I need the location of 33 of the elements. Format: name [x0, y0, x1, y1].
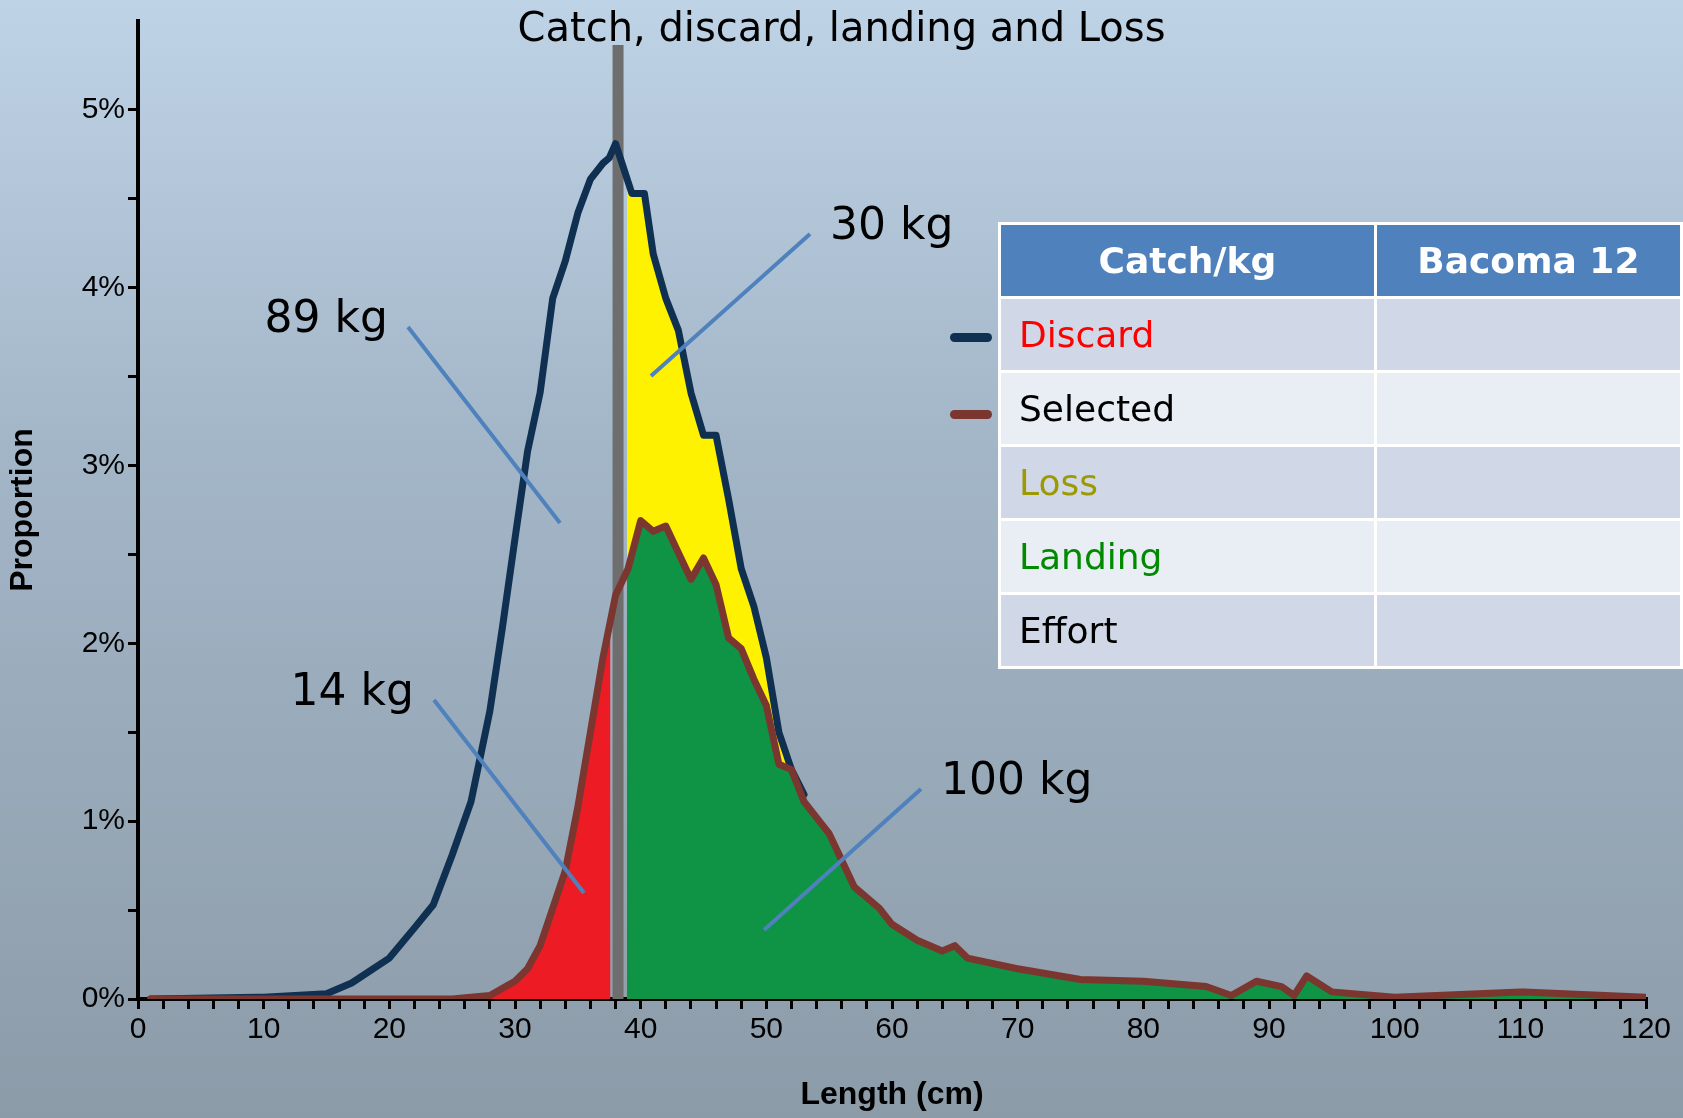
- x-tick-label: 60: [875, 1011, 909, 1045]
- y-tick-label: 0%: [81, 980, 125, 1014]
- x-tick-label: 90: [1252, 1011, 1286, 1045]
- annotation: Catch/kg: [999, 223, 1376, 298]
- annotation: Bacoma 12: [1375, 223, 1682, 298]
- annotation: 30 kg: [830, 198, 954, 250]
- annotation: Discard: [999, 297, 1376, 372]
- x-tick-label: 20: [372, 1011, 407, 1045]
- annotation: 89 kg: [264, 291, 388, 343]
- x-axis-title: Length (cm): [800, 1074, 984, 1111]
- x-tick-label: 120: [1620, 1011, 1672, 1045]
- y-tick-label: 1%: [81, 802, 125, 836]
- annotation: Landing: [999, 519, 1376, 594]
- y-tick-label: 5%: [81, 91, 125, 125]
- x-tick-label: 40: [623, 1011, 658, 1045]
- annotation: Loss: [999, 445, 1376, 520]
- chart-title: Catch, discard, landing and Loss: [516, 4, 1167, 50]
- y-tick-label: 2%: [81, 624, 125, 658]
- y-axis-title: Proportion: [3, 428, 40, 592]
- x-tick-label: 30: [498, 1011, 532, 1045]
- x-tick-label: 10: [246, 1011, 281, 1045]
- x-tick-label: 110: [1496, 1011, 1545, 1045]
- annotation: Effort: [999, 593, 1376, 668]
- y-tick-label: 3%: [81, 446, 125, 480]
- y-tick-label: 4%: [81, 268, 125, 302]
- x-tick-label: 100: [1369, 1011, 1420, 1045]
- x-tick-label: 80: [1126, 1011, 1161, 1045]
- x-tick-label: 50: [749, 1011, 784, 1045]
- annotation: 100 kg: [941, 753, 1093, 805]
- x-tick-label: 0: [129, 1011, 147, 1045]
- annotation: 14 kg: [290, 664, 414, 716]
- annotation: Selected: [999, 371, 1376, 446]
- x-tick-label: 70: [1000, 1011, 1035, 1045]
